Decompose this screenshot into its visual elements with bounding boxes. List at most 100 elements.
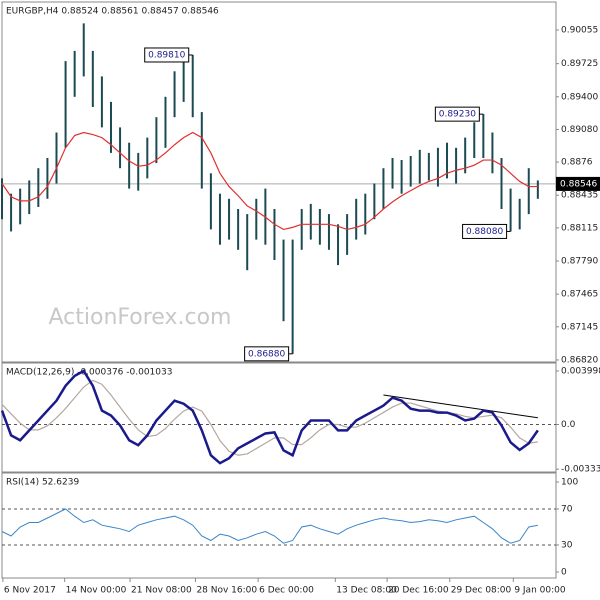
- price-bar: [91, 50, 94, 107]
- annotation-box: [462, 223, 508, 239]
- x-tick-label: 6 Dec 00:00: [259, 586, 314, 596]
- price-bar: [246, 214, 249, 271]
- annotation-box: [434, 106, 480, 122]
- price-bar: [82, 23, 85, 77]
- price-bar: [373, 183, 376, 220]
- price-bar: [391, 158, 394, 189]
- y-tick-label: 0.0: [561, 420, 576, 430]
- y-tick-label: 0.86820: [561, 355, 598, 365]
- annotation-label: 0.88080: [466, 227, 503, 237]
- price-bar: [46, 158, 49, 199]
- annotation-label: 0.89810: [148, 50, 185, 60]
- price-bar: [482, 114, 485, 158]
- price-bar: [536, 180, 539, 199]
- price-bar: [100, 76, 103, 128]
- price-bar: [164, 96, 167, 148]
- price-bar: [137, 152, 140, 191]
- price-bar: [28, 180, 31, 215]
- x-tick-label: 29 Dec 08:00: [451, 586, 512, 596]
- y-tick-label: 30: [561, 540, 573, 550]
- price-bar: [128, 142, 131, 189]
- y-tick-label: 0.87465: [561, 290, 598, 300]
- price-bar: [228, 198, 231, 240]
- price-bar: [182, 61, 185, 102]
- price-bar: [309, 203, 312, 240]
- price-bar: [73, 50, 76, 97]
- price-bar: [255, 198, 258, 240]
- price-bar: [37, 168, 40, 207]
- price-bar: [291, 239, 294, 354]
- y-tick-label: 0.89080: [561, 125, 598, 135]
- price-bar: [418, 149, 421, 184]
- price-bar: [518, 198, 521, 230]
- price-bar: [109, 101, 112, 153]
- price-bar: [473, 122, 476, 158]
- price-bar: [1, 178, 3, 220]
- y-tick-label: 0: [561, 567, 567, 577]
- moving-average: [1, 131, 538, 231]
- price-bar: [218, 193, 221, 245]
- panel-title: RSI(14) 52.6239: [6, 478, 79, 488]
- price-bar: [382, 168, 385, 209]
- panel-title: MACD(12,26,9) -0.000376 -0.001033: [6, 368, 172, 378]
- macd-line: [0, 369, 539, 465]
- x-tick-label: 21 Nov 08:00: [131, 586, 192, 596]
- x-tick-label: 28 Nov 16:00: [196, 586, 257, 596]
- price-bar: [509, 188, 512, 232]
- price-bar: [527, 168, 530, 215]
- y-tick-label: 0.87790: [561, 257, 598, 267]
- last-price-box: [556, 176, 600, 191]
- price-bar: [327, 214, 330, 250]
- price-bar: [119, 127, 122, 169]
- price-bar: [346, 214, 349, 255]
- y-tick-label: 0.003998: [561, 366, 600, 376]
- price-bar: [237, 209, 240, 250]
- price-bar: [455, 147, 458, 184]
- price-bar: [200, 112, 203, 189]
- price-bar: [19, 188, 22, 225]
- rsi-line: [1, 508, 538, 544]
- y-tick-label: 0.90055: [561, 25, 598, 35]
- price-bar: [155, 117, 158, 164]
- price-bar: [400, 160, 403, 194]
- price-bar: [209, 173, 212, 230]
- y-tick-label: 0.88115: [561, 223, 598, 233]
- annotation-label: 0.89230: [439, 110, 476, 120]
- watermark: ActionForex.com: [49, 305, 232, 330]
- price-bar: [300, 209, 303, 250]
- x-tick-label: 14 Nov 00:00: [66, 586, 127, 596]
- price-bar: [273, 209, 276, 260]
- price-bar: [409, 155, 412, 187]
- x-tick-label: 6 Nov 2017: [4, 586, 56, 596]
- annotation-label: 0.86880: [248, 349, 285, 359]
- price-bar: [337, 224, 340, 266]
- y-tick-label: 70: [561, 505, 573, 515]
- price-bar: [364, 193, 367, 235]
- panel-border: [1, 362, 557, 473]
- price-bar: [64, 61, 67, 148]
- panel-title: EURGBP,H4 0.88524 0.88561 0.88457 0.8854…: [6, 7, 219, 17]
- y-tick-label: 0.88435: [561, 191, 598, 201]
- price-bar: [464, 137, 467, 174]
- price-bar: [173, 71, 176, 118]
- x-tick-label: 13 Dec 08:00: [336, 586, 397, 596]
- x-tick-label: 9 Jan 00:00: [514, 586, 566, 596]
- y-tick-label: 100: [561, 478, 578, 488]
- price-bar: [355, 198, 358, 240]
- x-tick-label: 20 Dec 16:00: [388, 586, 449, 596]
- price-bar: [146, 137, 149, 179]
- price-bar: [436, 147, 439, 187]
- price-bar: [491, 132, 494, 174]
- last-price-label: 0.88546: [560, 179, 597, 189]
- y-tick-label: 0.89400: [561, 92, 598, 102]
- price-bar: [500, 158, 503, 209]
- price-bar: [446, 142, 449, 179]
- annotation-box: [244, 346, 290, 362]
- y-tick-label: -0.003339: [561, 465, 600, 475]
- panel-border: [1, 472, 557, 579]
- y-tick-label: 0.89725: [561, 59, 598, 69]
- y-tick-label: 0.8876: [561, 158, 593, 168]
- price-bar: [427, 152, 430, 181]
- price-bar: [191, 54, 194, 118]
